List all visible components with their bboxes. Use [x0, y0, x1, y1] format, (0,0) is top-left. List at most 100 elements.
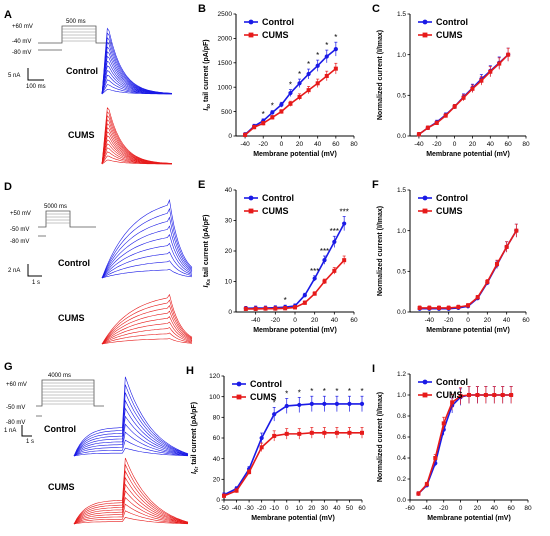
chart-panel-c: C -40 -20 0 20 40 60 80 0.0 0.5 1.0 1.5 Membrane pot… [372, 3, 530, 158]
x-tick-label: 0 [453, 141, 457, 148]
data-point-control [279, 102, 284, 107]
x-tick-label: -20 [259, 141, 269, 148]
x-tick-label: -30 [244, 505, 254, 512]
data-point-cums [234, 488, 239, 493]
data-point-cums [247, 470, 252, 475]
protocol-duration: 500 ms [66, 19, 86, 25]
x-tick-label: 20 [311, 317, 319, 324]
scale-x-label: 100 ms [26, 84, 46, 90]
significance-marker: * [273, 398, 276, 407]
data-point-cums [302, 300, 307, 305]
data-point-cums [334, 430, 339, 435]
data-point-cums [497, 61, 502, 66]
current-trace [101, 338, 193, 345]
protocol-bottom-voltage: -80 mV [6, 420, 25, 426]
legend-label: CUMS [262, 30, 289, 40]
x-tick-label: 60 [358, 505, 366, 512]
data-point-cums [470, 86, 475, 91]
chart-panel-h: H -50 -40 -30 -20 -10 0 10 20 30 40 50 60 0 20 40 60 80 10… [186, 365, 366, 522]
y-tick-label: 60 [213, 435, 221, 442]
panel-letter: F [372, 179, 379, 191]
x-tick-label: 20 [296, 141, 304, 148]
significance-marker: * [271, 102, 274, 111]
y-tick-label: 100 [209, 394, 220, 401]
data-point-cums [243, 306, 248, 311]
current-trace [73, 439, 189, 457]
significance-marker: * [310, 387, 313, 396]
current-trace [101, 310, 193, 345]
data-point-cums [488, 69, 493, 74]
panel-a: A +60 mV -40 mV -80 mV 500 ms 5 nA 100 m… [4, 9, 173, 165]
current-trace [73, 457, 189, 525]
series-line-control [245, 223, 345, 310]
data-point-cums [427, 305, 432, 310]
x-axis-label: Membrane potential (mV) [253, 327, 337, 334]
scale-bar [27, 264, 42, 277]
current-trace [101, 234, 193, 279]
y-tick-label: 2000 [218, 36, 233, 43]
data-point-cums [261, 121, 266, 126]
data-point-control [270, 110, 275, 115]
significance-marker: * [262, 110, 265, 119]
protocol-mid-voltage: -50 mV [10, 227, 29, 233]
y-tick-label: 80 [213, 415, 221, 422]
panel-d: D +50 mV -50 mV -80 mV 5000 ms 2 nA 1 s … [4, 181, 193, 345]
data-point-cums [322, 430, 327, 435]
scale-y-label: 2 nA [8, 268, 20, 274]
data-point-control [259, 435, 264, 441]
panel-letter: A [4, 9, 12, 21]
current-trace [101, 107, 173, 165]
current-trace [101, 216, 193, 279]
current-trace [101, 327, 193, 345]
y-tick-label: 0.0 [397, 497, 406, 504]
x-tick-label: 40 [331, 317, 339, 324]
data-point-cums [347, 430, 352, 435]
y-tick-label: 500 [221, 109, 232, 116]
data-point-cums [259, 445, 264, 450]
panel-g: G +60 mV -50 mV -80 mV 4000 ms 1 nA 1 s … [4, 361, 189, 525]
control-trace-label: Control [44, 424, 76, 434]
x-tick-label: 0 [459, 505, 463, 512]
data-point-cums [475, 393, 480, 397]
current-trace [101, 27, 173, 95]
y-tick-label: 1.0 [397, 228, 406, 235]
panel-letter: B [198, 3, 206, 15]
x-tick-label: -20 [257, 505, 267, 512]
current-trace [101, 321, 193, 345]
x-tick-label: -20 [444, 317, 454, 324]
y-tick-label: 120 [209, 373, 220, 380]
y-tick-label: 30 [225, 218, 233, 225]
significance-marker: * [298, 70, 301, 79]
data-point-cums [333, 66, 338, 71]
protocol-steps [62, 28, 96, 42]
data-point-cums [342, 258, 347, 263]
y-axis-label: Normalized current (I/Imax) [377, 392, 384, 482]
current-trace [73, 384, 189, 457]
x-tick-label: -40 [240, 141, 250, 148]
data-point-cums [492, 393, 497, 397]
x-tick-label: 60 [508, 505, 516, 512]
y-tick-label: 1.2 [397, 371, 406, 378]
current-trace [73, 392, 189, 457]
significance-marker: *** [310, 267, 319, 276]
data-point-cums [424, 482, 429, 487]
legend-marker [236, 394, 242, 400]
current-trace [101, 260, 193, 279]
data-point-cums [441, 421, 446, 426]
significance-marker: * [360, 387, 363, 396]
legend-label: CUMS [436, 206, 463, 216]
y-tick-label: 0 [216, 497, 220, 504]
y-tick-label: 0.8 [397, 413, 406, 420]
protocol-duration: 5000 ms [44, 204, 67, 210]
data-point-cums [270, 115, 275, 120]
data-point-cums [222, 493, 226, 498]
x-tick-label: 20 [469, 141, 477, 148]
data-point-cums [452, 104, 457, 109]
significance-marker: * [284, 296, 287, 305]
x-tick-label: 40 [491, 505, 499, 512]
data-point-cums [253, 306, 258, 311]
x-tick-label: 40 [487, 141, 495, 148]
current-trace [101, 299, 193, 345]
data-point-cums [288, 101, 293, 106]
